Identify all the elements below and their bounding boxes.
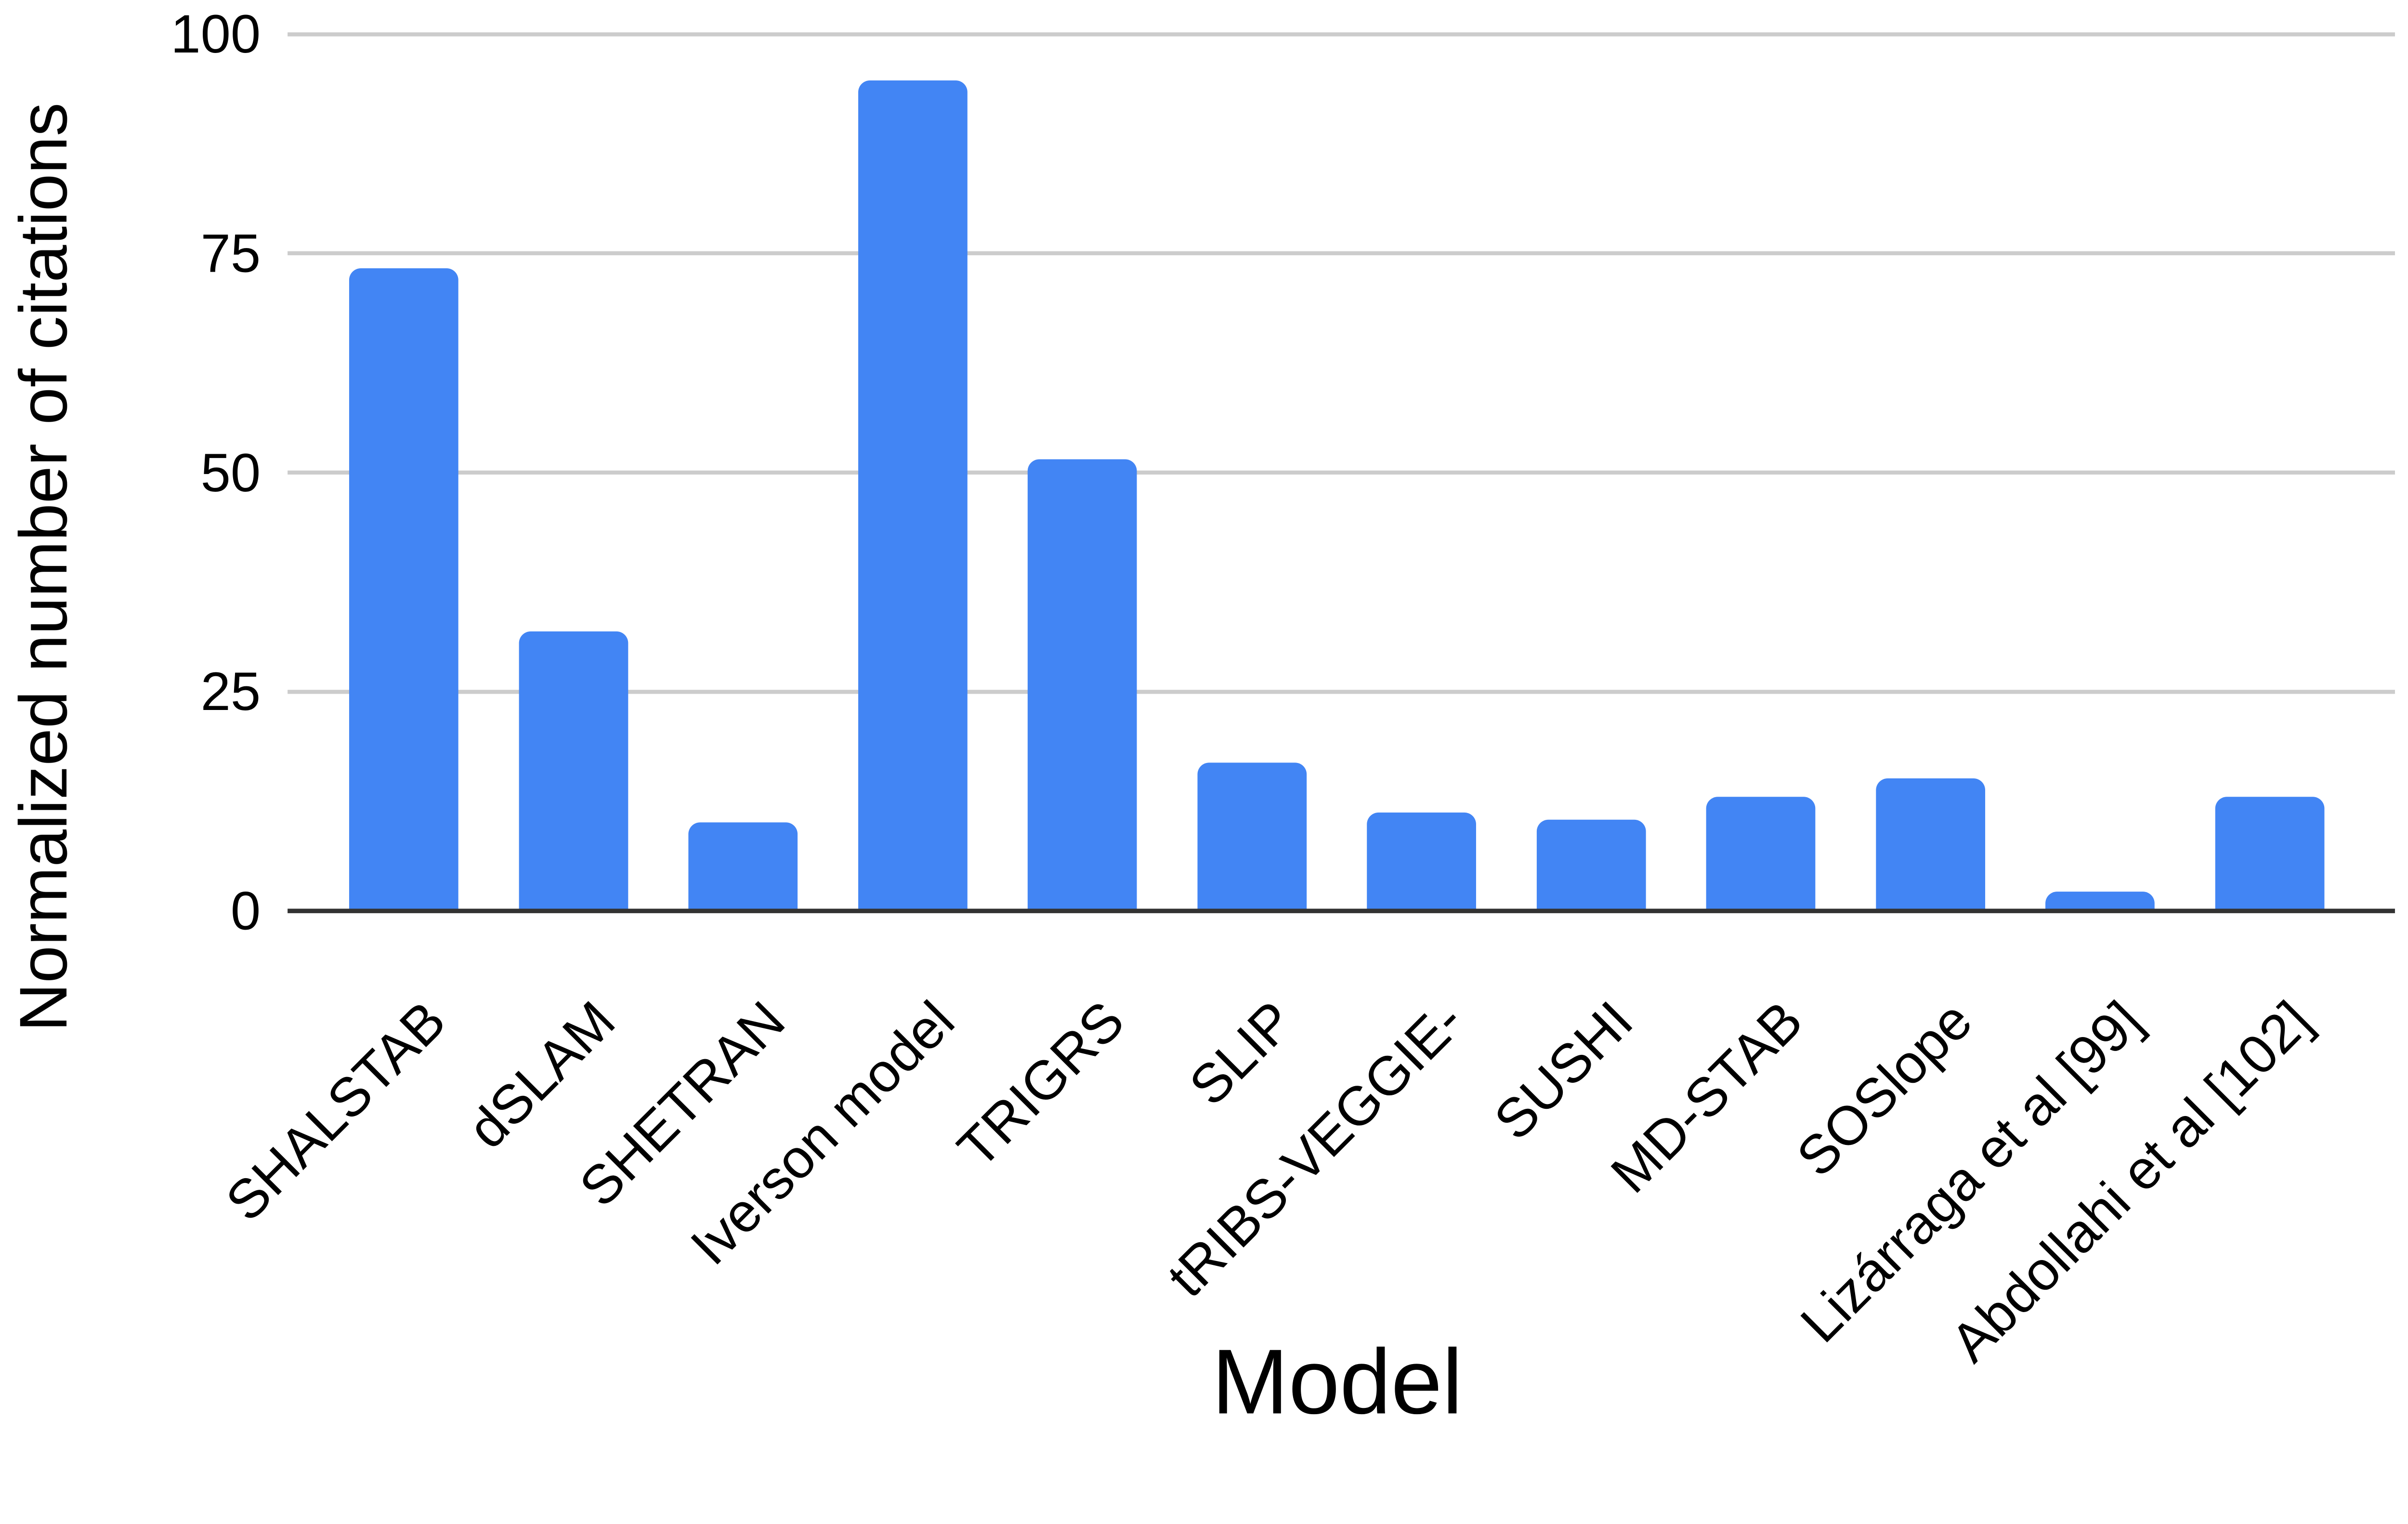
bar bbox=[519, 631, 628, 911]
y-tick-label: 25 bbox=[200, 661, 261, 722]
bar bbox=[858, 80, 968, 911]
gridline bbox=[288, 689, 2395, 694]
bar bbox=[1197, 762, 1307, 911]
bar bbox=[1706, 797, 1816, 911]
bar bbox=[2045, 892, 2155, 911]
y-axis-title: Normalized number of citations bbox=[5, 102, 81, 1032]
bar bbox=[1367, 812, 1477, 911]
bar-chart: Normalized number of citations 0 25 50 75 10… bbox=[5, 4, 2395, 1429]
gridline bbox=[288, 470, 2395, 475]
gridline bbox=[288, 32, 2395, 37]
y-tick-label: 0 bbox=[230, 880, 261, 941]
x-axis-title: Model bbox=[1212, 1330, 1463, 1433]
bar bbox=[349, 268, 458, 911]
y-tick-label: 75 bbox=[200, 223, 261, 284]
bar bbox=[1876, 778, 1985, 911]
y-tick-label: 50 bbox=[200, 442, 261, 503]
bar bbox=[688, 822, 798, 911]
bar bbox=[1028, 459, 1137, 911]
x-axis-line bbox=[288, 908, 2395, 913]
gridline bbox=[288, 251, 2395, 256]
y-tick-label: 100 bbox=[170, 4, 261, 65]
bar bbox=[2215, 797, 2325, 911]
bar bbox=[1536, 819, 1646, 911]
